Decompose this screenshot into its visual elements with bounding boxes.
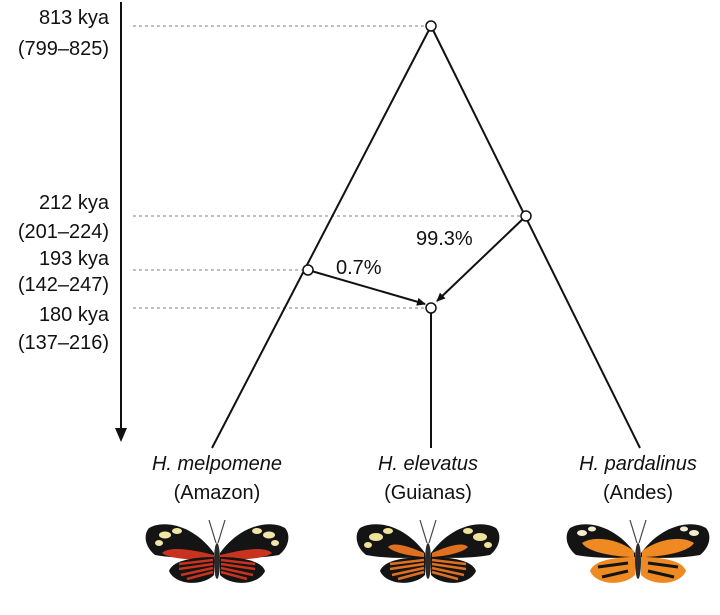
node-melpomene-split — [302, 264, 314, 276]
interval-label-180: (137–216) — [18, 332, 109, 354]
admixture-arrow-pardalinus — [436, 215, 527, 302]
admixture-label-pardalinus: 99.3% — [416, 228, 473, 250]
age-label-180: 180 kya — [39, 304, 110, 326]
interval-label-193: (142–247) — [18, 274, 109, 296]
time-axis-arrowhead — [115, 428, 127, 442]
branch-root-to-pardalinus — [430, 25, 641, 449]
taxon-name-melpomene: H. melpomene — [152, 453, 282, 475]
butterfly-melpomene-image — [145, 519, 289, 583]
age-label-root: 813 kya — [39, 7, 110, 29]
taxon-region-elevatus: (Guianas) — [384, 482, 472, 504]
node-elevatus-origin — [425, 302, 437, 314]
branch-root-to-melpomene — [211, 25, 432, 449]
interval-label-212: (201–224) — [18, 221, 109, 243]
taxon-name-elevatus: H. elevatus — [378, 453, 478, 475]
node-pardalinus-split — [520, 210, 532, 222]
interval-label-root: (799–825) — [18, 38, 109, 60]
taxon-region-pardalinus: (Andes) — [603, 482, 673, 504]
butterfly-elevatus-image — [356, 519, 500, 583]
taxon-region-melpomene: (Amazon) — [174, 482, 261, 504]
admixture-label-melpomene: 0.7% — [336, 257, 382, 279]
age-label-212: 212 kya — [39, 192, 110, 214]
taxon-name-pardalinus: H. pardalinus — [579, 453, 697, 475]
age-label-193: 193 kya — [39, 248, 110, 270]
node-root — [425, 20, 437, 32]
admixture-arrow-melpomene — [307, 269, 426, 306]
butterfly-pardalinus-image — [566, 519, 710, 583]
